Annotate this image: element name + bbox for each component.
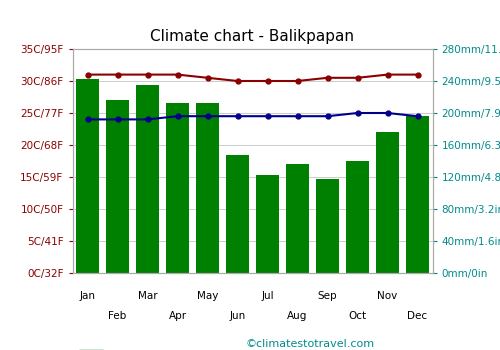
Text: Jul: Jul: [261, 291, 274, 301]
Legend: Prec, Min, Max: Prec, Min, Max: [74, 346, 250, 350]
Text: Feb: Feb: [108, 311, 126, 321]
Bar: [376, 132, 399, 273]
Title: Climate chart - Balikpapan: Climate chart - Balikpapan: [150, 29, 354, 44]
Text: Jan: Jan: [80, 291, 96, 301]
Bar: [76, 79, 99, 273]
Text: Sep: Sep: [318, 291, 338, 301]
Text: Nov: Nov: [378, 291, 398, 301]
Text: May: May: [197, 291, 218, 301]
Text: ©climatestotravel.com: ©climatestotravel.com: [246, 339, 374, 349]
Bar: [226, 155, 249, 273]
Bar: [196, 103, 219, 273]
Text: Aug: Aug: [288, 311, 308, 321]
Bar: [136, 85, 159, 273]
Text: Apr: Apr: [168, 311, 186, 321]
Bar: [106, 100, 129, 273]
Bar: [256, 175, 279, 273]
Bar: [166, 103, 189, 273]
Text: Jun: Jun: [230, 311, 246, 321]
Bar: [346, 161, 369, 273]
Bar: [286, 164, 309, 273]
Text: Oct: Oct: [348, 311, 366, 321]
Bar: [406, 116, 429, 273]
Bar: [316, 178, 339, 273]
Text: Mar: Mar: [138, 291, 158, 301]
Text: Dec: Dec: [408, 311, 428, 321]
